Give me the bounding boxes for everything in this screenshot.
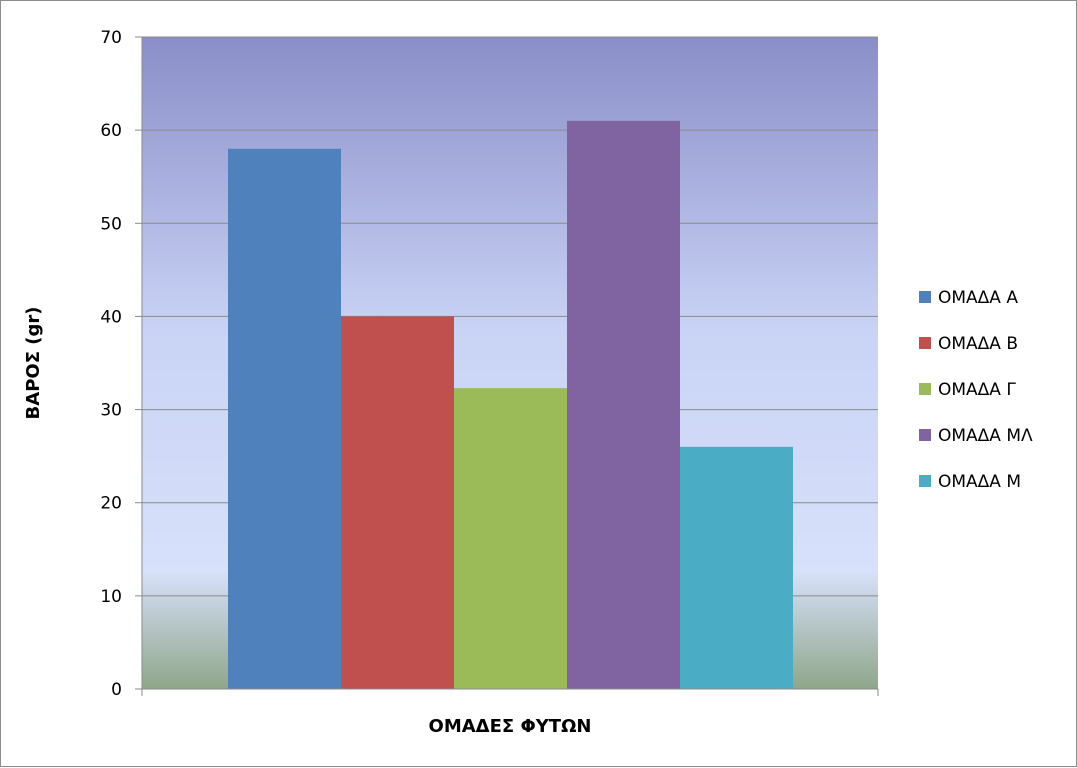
y-tick-labels: 0 10 20 30 40 50 60 70 xyxy=(100,28,142,700)
bar xyxy=(567,120,680,690)
y-tick-label: 0 xyxy=(111,680,122,700)
legend-swatch xyxy=(919,475,931,487)
y-tick-label: 60 xyxy=(100,121,122,141)
bar xyxy=(454,388,567,689)
legend-label: ΟΜΑΔΑ Γ xyxy=(938,380,1016,400)
legend-swatch xyxy=(919,429,931,441)
bar xyxy=(341,316,454,689)
y-tick-label: 20 xyxy=(100,494,122,514)
axes xyxy=(141,37,879,696)
legend-label: ΟΜΑΔΑ ΜΛ xyxy=(938,426,1033,446)
y-tick-label: 50 xyxy=(100,214,122,234)
legend-label: ΟΜΑΔΑ Α xyxy=(938,288,1018,308)
bar xyxy=(228,148,341,689)
legend-swatch xyxy=(919,337,931,349)
bar xyxy=(680,446,793,689)
y-axis-title: ΒΑΡΟΣ (gr) xyxy=(23,307,44,420)
y-tick-label: 30 xyxy=(100,401,122,421)
legend-label: ΟΜΑΔΑ Β xyxy=(938,334,1018,354)
bars xyxy=(228,120,793,690)
y-tick-label: 40 xyxy=(100,307,122,327)
legend-label: ΟΜΑΔΑ Μ xyxy=(938,472,1021,492)
x-axis-title: ΟΜΑΔΕΣ ΦΥΤΩΝ xyxy=(429,716,592,737)
y-tick-label: 70 xyxy=(100,28,122,48)
y-tick-label: 10 xyxy=(100,587,122,607)
legend-swatch xyxy=(919,383,931,395)
legend-swatch xyxy=(919,291,931,303)
legend: ΟΜΑΔΑ Α ΟΜΑΔΑ Β ΟΜΑΔΑ Γ ΟΜΑΔΑ ΜΛ ΟΜΑΔΑ Μ xyxy=(919,288,1033,492)
